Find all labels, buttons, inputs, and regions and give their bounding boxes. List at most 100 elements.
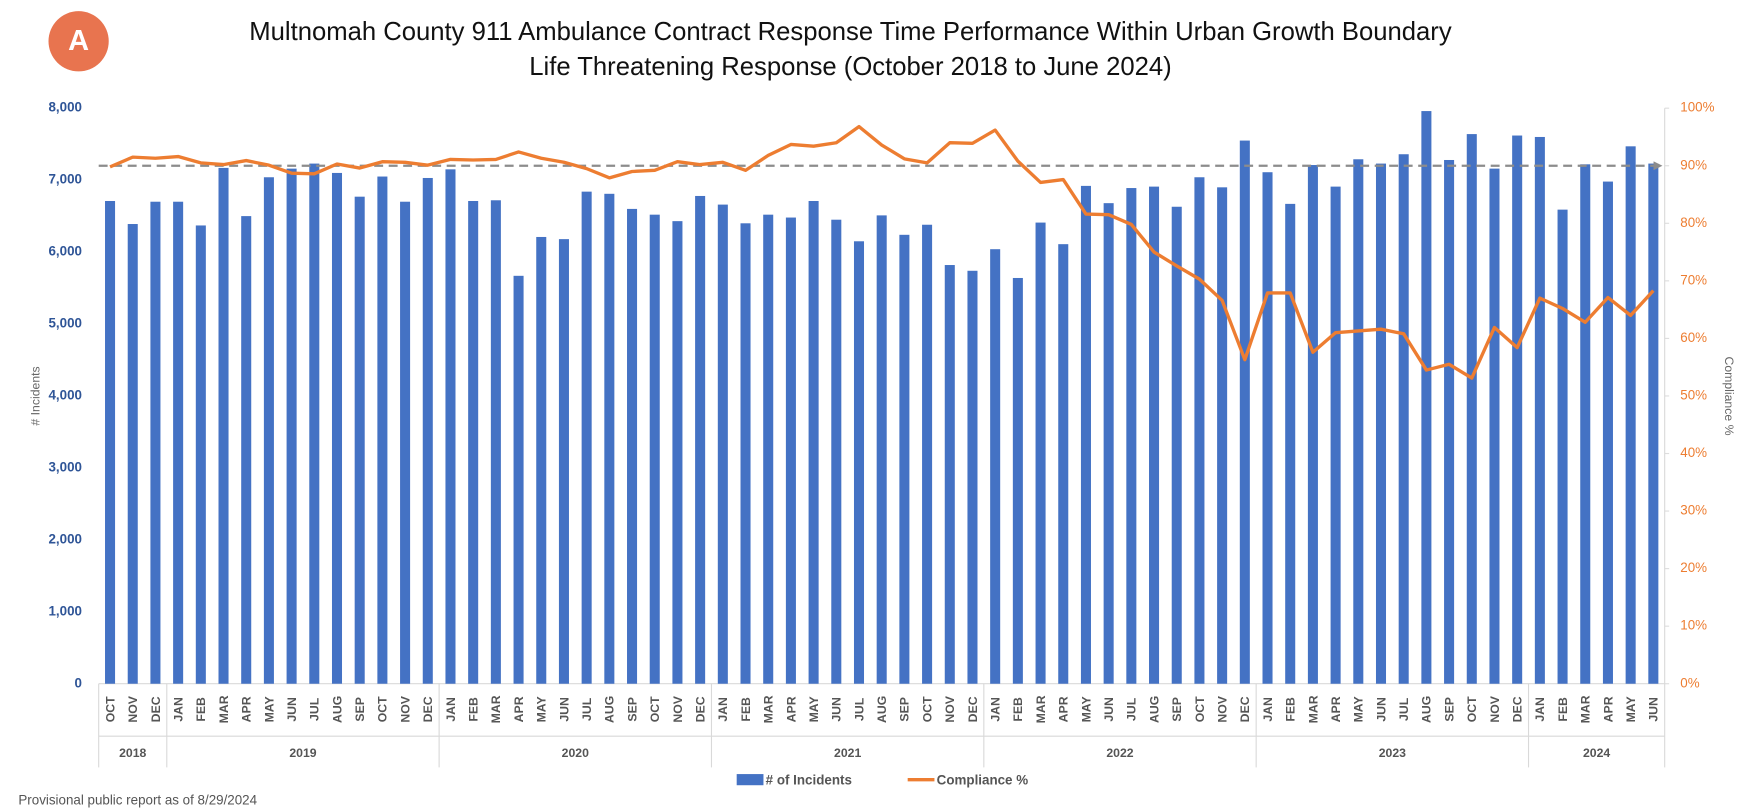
bar [1444, 159, 1455, 684]
bar [763, 214, 774, 684]
bar [354, 196, 365, 684]
chart-subtitle: Life Threatening Response (October 2018 … [529, 53, 1171, 81]
y-tick-label: 5,000 [48, 316, 81, 331]
bar [218, 167, 229, 684]
x-tick-label: SEP [353, 697, 367, 722]
bar [1421, 111, 1432, 684]
x-tick-label: OCT [1465, 696, 1479, 722]
x-tick-label: OCT [920, 696, 934, 722]
bar [1012, 277, 1023, 684]
legend-swatch [736, 774, 764, 786]
x-tick-label: JUN [285, 697, 299, 722]
x-tick-label: APR [1601, 696, 1615, 722]
x-tick-label: OCT [376, 696, 390, 722]
bar [627, 208, 638, 684]
bar [1466, 134, 1477, 684]
bar [1557, 209, 1568, 684]
y2-tick-label: 60% [1680, 330, 1707, 345]
x-tick-label: APR [240, 696, 254, 722]
bar [672, 221, 683, 684]
line-series [109, 124, 1655, 380]
legend-label: Compliance % [937, 772, 1029, 787]
bar [490, 200, 501, 684]
bar [604, 193, 615, 684]
legend-label: # of Incidents [766, 772, 852, 787]
y-tick-label: 1,000 [48, 603, 81, 618]
bar [1648, 163, 1659, 684]
bar [990, 249, 1001, 684]
bar [1375, 163, 1387, 684]
x-tick-label: JAN [716, 697, 730, 722]
x-tick-label: APR [512, 696, 526, 722]
x-tick-label: JUL [1125, 697, 1139, 721]
x-tick-label: OCT [648, 696, 662, 722]
x-tick-label: NOV [1215, 695, 1229, 722]
x-tick-label: FEB [1556, 697, 1570, 722]
bar [173, 201, 184, 684]
y-tick-label: 8,000 [48, 100, 81, 115]
footer-note: Provisional public report as of 8/29/202… [18, 792, 257, 807]
x-tick-label: DEC [1238, 696, 1252, 722]
x-tick-label: SEP [898, 697, 912, 722]
x-tick-label: NOV [398, 695, 412, 722]
x-tick-label: FEB [194, 697, 208, 722]
year-label: 2023 [1379, 746, 1406, 760]
bar [1580, 164, 1591, 684]
x-tick-label: AUG [1420, 696, 1434, 723]
x-tick-label: JUN [1647, 697, 1661, 722]
y2-tick-label: 70% [1680, 272, 1707, 287]
bar [1080, 185, 1091, 684]
x-tick-label: NOV [943, 695, 957, 722]
bar [445, 169, 456, 684]
bar [400, 201, 411, 684]
x-tick-label: APR [784, 696, 798, 722]
bar [808, 200, 819, 684]
x-tick-label: MAY [262, 696, 276, 722]
bar [831, 219, 842, 684]
y2-tick-label: 90% [1680, 157, 1707, 172]
y2-tick-label: 50% [1680, 387, 1707, 402]
bar [1512, 135, 1523, 684]
x-tick-label: AUG [875, 696, 889, 723]
bar [1035, 222, 1046, 684]
bar [1171, 206, 1182, 684]
x-tick-label: AUG [1147, 696, 1161, 723]
x-tick-label: DEC [149, 696, 163, 722]
x-tick-label: MAR [1034, 695, 1048, 723]
y2-tick-label: 0% [1680, 675, 1699, 690]
bar [1307, 165, 1318, 684]
y-tick-label: 4,000 [48, 387, 81, 402]
x-tick-label: DEC [693, 696, 707, 722]
bar [785, 217, 796, 684]
bar [331, 172, 343, 684]
y2-tick-label: 80% [1680, 215, 1707, 230]
bar [876, 215, 887, 684]
x-tick-label: DEC [966, 696, 980, 722]
x-tick-label: OCT [1193, 696, 1207, 722]
chart-title: Multnomah County 911 Ambulance Contract … [249, 18, 1452, 46]
x-tick-label: SEP [1170, 697, 1184, 722]
x-tick-label: MAY [1079, 696, 1093, 722]
x-tick-label: JAN [444, 697, 458, 722]
bar [422, 177, 433, 684]
bar [1353, 159, 1364, 684]
y-tick-label: 6,000 [48, 244, 81, 259]
bar [1262, 172, 1273, 684]
bar [740, 223, 751, 684]
x-tick-label: JAN [1261, 697, 1275, 722]
bar [1330, 186, 1341, 684]
x-tick-label: JAN [989, 697, 1003, 722]
x-tick-label: MAY [807, 696, 821, 722]
badge-label: A [68, 25, 89, 57]
bar [241, 216, 252, 684]
bar [105, 200, 116, 684]
bar [127, 224, 138, 684]
bar [309, 163, 320, 684]
bar [649, 214, 660, 684]
y2-tick-label: 30% [1680, 503, 1707, 518]
y2-axis-label: Compliance % [1722, 356, 1736, 435]
y-tick-label: 7,000 [48, 172, 81, 187]
x-tick-label: MAY [535, 696, 549, 722]
